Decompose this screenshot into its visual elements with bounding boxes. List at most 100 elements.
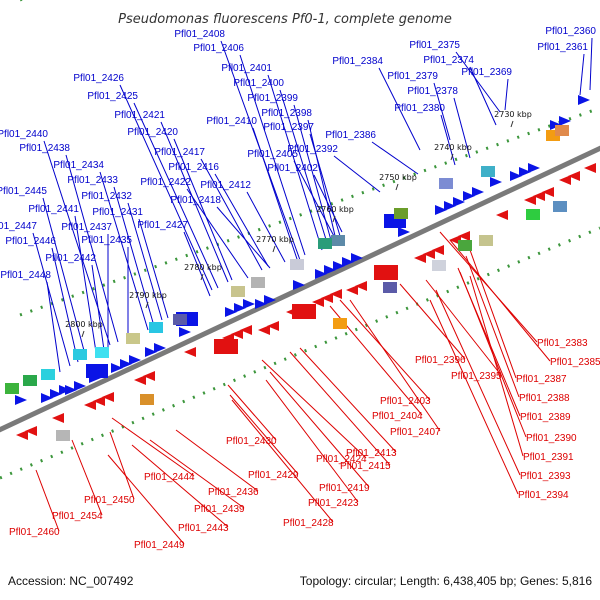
top-gene-label: Pfl01_2397: [263, 122, 314, 133]
tick-mark: [332, 215, 336, 223]
reverse-gene-arrow: [25, 426, 37, 436]
top-leader-line: [133, 102, 219, 289]
bottom-gene-label: Pfl01_2429: [248, 470, 299, 481]
bottom-gene-label: Pfl01_2393: [520, 471, 571, 482]
top-gene-label: Pfl01_2392: [287, 144, 338, 155]
backbone-line: [0, 145, 600, 433]
tick-mark: [395, 183, 399, 191]
gene-feature-box: [439, 178, 453, 189]
gene-feature-box: [173, 314, 187, 325]
top-gene-label: Pfl01_2361: [537, 42, 588, 53]
top-leader-line: [371, 141, 419, 175]
gene-feature-box: [481, 166, 495, 177]
forward-gene-arrow: [154, 343, 166, 353]
top-gene-label: Pfl01_2374: [423, 55, 474, 66]
top-gene-label: Pfl01_2425: [87, 91, 138, 102]
top-leader-line: [65, 154, 119, 343]
top-leader-line: [246, 191, 286, 263]
reverse-gene-arrow: [414, 253, 426, 263]
bottom-gene-label: Pfl01_2439: [194, 504, 245, 515]
reverse-gene-arrow: [559, 175, 571, 185]
forward-gene-arrow: [264, 295, 276, 305]
bottom-gene-label: Pfl01_2388: [519, 393, 570, 404]
tick-label: 2750 kbp: [379, 173, 417, 182]
forward-gene-arrow: [74, 381, 86, 391]
gene-feature-box: [546, 130, 560, 141]
top-leader-line: [200, 158, 263, 271]
forward-gene-arrow: [490, 177, 502, 187]
gene-feature-box: [333, 318, 347, 329]
bottom-leader-line: [449, 239, 551, 362]
bottom-gene-label: Pfl01_2454: [52, 511, 103, 522]
top-gene-label: Pfl01_2440: [0, 129, 48, 140]
reverse-gene-arrow: [143, 371, 155, 381]
top-gene-label: Pfl01_2441: [28, 204, 79, 215]
forward-gene-arrow: [519, 167, 531, 177]
top-gene-label: Pfl01_2375: [409, 40, 460, 51]
top-gene-label: Pfl01_2369: [461, 67, 512, 78]
top-leader-line: [293, 160, 336, 239]
gene-feature-box: [251, 277, 265, 288]
tick-label: 2730 kbp: [494, 110, 532, 119]
top-leader-line: [91, 264, 105, 351]
tick-mark: [81, 330, 85, 338]
top-gene-label: Pfl01_2405: [247, 149, 298, 160]
top-gene-label: Pfl01_2378: [407, 86, 458, 97]
reverse-gene-arrow: [134, 375, 146, 385]
gene-features: [5, 95, 596, 441]
tick-label: 2740 kbp: [434, 143, 472, 152]
top-gene-label: Pfl01_2448: [0, 270, 51, 281]
forward-gene-arrow: [59, 385, 71, 395]
forward-gene-arrow: [444, 201, 456, 211]
bottom-leader-line: [131, 444, 229, 528]
gene-feature-box: [5, 383, 19, 394]
reverse-gene-arrow: [355, 281, 367, 291]
forward-gene-arrow: [333, 261, 345, 271]
reverse-gene-arrow: [267, 321, 279, 331]
reverse-gene-arrow: [542, 187, 554, 197]
gene-feature-box: [479, 235, 493, 246]
gene-feature-box: [56, 430, 70, 441]
tick-label: 2770 kbp: [256, 235, 294, 244]
top-leader-line: [173, 138, 233, 281]
bottom-leader-line: [289, 351, 391, 466]
forward-gene-arrow: [234, 303, 246, 313]
top-gene-label: Pfl01_2422: [140, 177, 191, 188]
reverse-gene-arrow: [346, 285, 358, 295]
top-gene-label: Pfl01_2421: [114, 110, 165, 121]
gene-feature-box: [318, 238, 332, 249]
top-leader-line: [252, 127, 299, 263]
top-gene-label: Pfl01_2410: [206, 116, 257, 127]
top-leader-line: [32, 232, 71, 367]
gene-feature-box: [41, 369, 55, 380]
bottom-gene-label: Pfl01_2424: [316, 454, 367, 465]
top-gene-label: Pfl01_2418: [170, 195, 221, 206]
top-gene-label: Pfl01_2442: [45, 253, 96, 264]
top-gene-label: Pfl01_2379: [387, 71, 438, 82]
reverse-gene-arrow: [533, 191, 545, 201]
top-gene-label: Pfl01_2434: [53, 160, 104, 171]
top-leader-line: [333, 155, 381, 193]
reverse-gene-arrow: [240, 325, 252, 335]
reverse-gene-arrow: [584, 163, 596, 173]
forward-gene-arrow: [435, 205, 447, 215]
top-gene-label: Pfl01_2402: [267, 163, 318, 174]
tick-mark: [450, 153, 454, 161]
bottom-leader-line: [269, 371, 370, 488]
bottom-leader-line: [469, 249, 517, 379]
bottom-gene-label: Pfl01_2419: [319, 483, 370, 494]
bottom-leader-line: [231, 399, 334, 523]
bottom-gene-label: Pfl01_2403: [380, 396, 431, 407]
top-leader-line: [43, 140, 111, 346]
gene-feature-box: [290, 259, 304, 270]
reverse-gene-arrow: [312, 297, 324, 307]
forward-gene-arrow: [324, 265, 336, 275]
top-gene-label: Pfl01_2398: [261, 108, 312, 119]
top-gene-label: Pfl01_2401: [221, 63, 272, 74]
top-gene-label: Pfl01_2446: [5, 236, 56, 247]
bottom-leader-line: [261, 359, 367, 459]
gene-feature-box: [553, 201, 567, 212]
bottom-gene-label: Pfl01_2443: [178, 523, 229, 534]
top-leader-line: [119, 84, 213, 291]
